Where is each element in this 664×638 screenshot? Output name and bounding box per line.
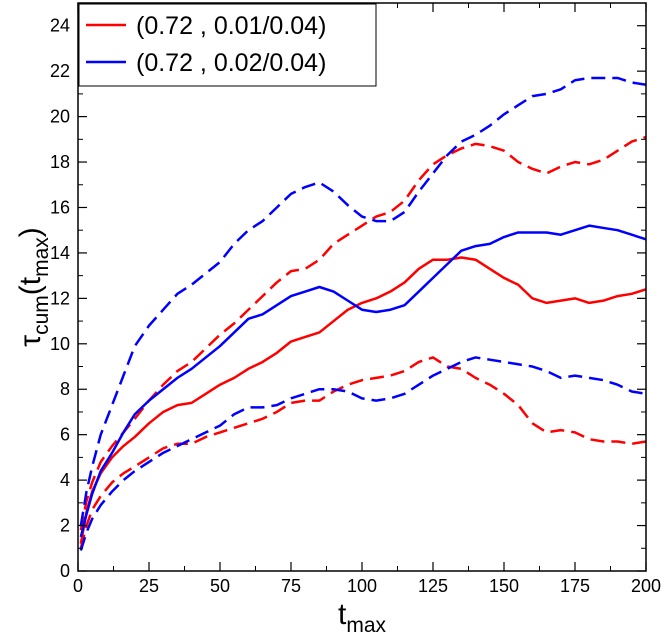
y-axis-label: τcum(tmax) [14, 227, 53, 347]
x-tick-label: 200 [631, 576, 661, 596]
y-tick-label: 2 [60, 516, 70, 536]
series-line-blue-dashed-4 [79, 76, 647, 526]
series-line-red-solid-0 [79, 256, 647, 544]
y-tick-label: 6 [60, 425, 70, 445]
series-line-blue-dashed-5 [79, 356, 647, 551]
series-layer [79, 76, 647, 551]
legend-box [78, 3, 377, 87]
y-tick-label: 16 [50, 197, 70, 217]
x-tick-label: 175 [560, 576, 590, 596]
y-tick-label: 20 [50, 107, 70, 127]
y-tick-label: 10 [50, 334, 70, 354]
x-tick-label: 100 [347, 576, 377, 596]
legend: (0.72 , 0.01/0.04) (0.72 , 0.02/0.04) [78, 3, 377, 87]
x-axis-label: tmax [338, 598, 387, 637]
y-tick-label: 0 [60, 561, 70, 581]
legend-label-red: (0.72 , 0.01/0.04) [136, 12, 326, 40]
x-tick-label: 125 [418, 576, 448, 596]
x-tick-label: 25 [139, 576, 159, 596]
x-tick-label: 75 [281, 576, 301, 596]
series-line-red-dashed-2 [79, 356, 647, 549]
x-tick-label: 50 [210, 576, 230, 596]
series-line-blue-solid-3 [79, 224, 647, 538]
y-tick-label: 12 [50, 288, 70, 308]
x-tick-label: 0 [73, 576, 83, 596]
y-tick-label: 14 [50, 243, 70, 263]
y-tick-label: 18 [50, 152, 70, 172]
y-tick-label: 22 [50, 61, 70, 81]
y-tick-label: 24 [50, 16, 70, 36]
y-tick-label: 4 [60, 470, 70, 490]
x-tick-label: 150 [489, 576, 519, 596]
legend-label-blue: (0.72 , 0.02/0.04) [136, 49, 326, 77]
y-tick-label: 8 [60, 379, 70, 399]
